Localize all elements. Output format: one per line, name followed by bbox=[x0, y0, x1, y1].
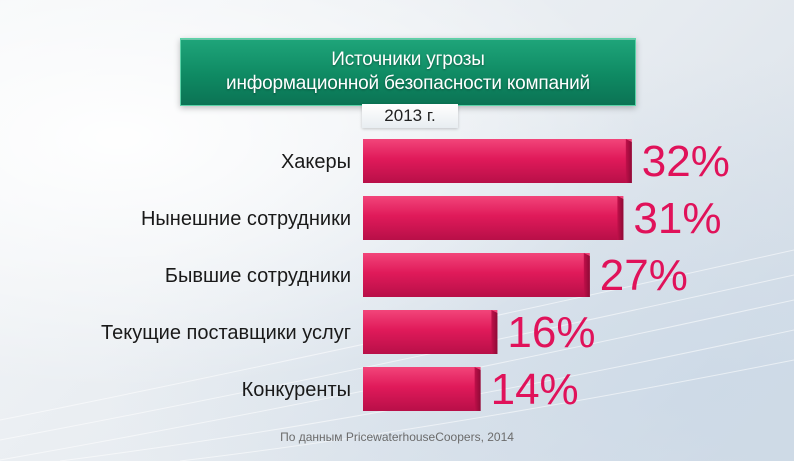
chart-title-line1: Источники угрозы bbox=[331, 49, 485, 70]
bar-3 bbox=[363, 253, 590, 297]
bar-1 bbox=[363, 139, 632, 183]
chart-title-box: Источники угрозы информационной безопасн… bbox=[180, 38, 636, 106]
bar-edge-2 bbox=[617, 196, 624, 240]
category-label-5: Конкуренты bbox=[242, 379, 351, 401]
bar-edge-5 bbox=[474, 367, 481, 411]
bar-5 bbox=[363, 367, 481, 411]
bar-4 bbox=[363, 310, 498, 354]
value-label-4: 16% bbox=[507, 308, 595, 357]
category-label-2: Нынешние сотрудники bbox=[141, 208, 351, 230]
bar-edge-3 bbox=[583, 253, 590, 297]
year-label: 2013 г. bbox=[362, 104, 458, 128]
value-label-1: 32% bbox=[642, 137, 730, 186]
category-label-1: Хакеры bbox=[281, 151, 351, 173]
value-label-2: 31% bbox=[633, 194, 721, 243]
bar-2 bbox=[363, 196, 624, 240]
value-label-5: 14% bbox=[491, 365, 579, 414]
chart-title-line2: информационной безопасности компаний bbox=[226, 73, 590, 94]
category-label-3: Бывшие сотрудники bbox=[165, 265, 351, 287]
bar-edge-1 bbox=[625, 139, 632, 183]
source-note: По данным PricewaterhouseCoopers, 2014 bbox=[280, 430, 514, 444]
bar-edge-4 bbox=[491, 310, 498, 354]
category-label-4: Текущие поставщики услуг bbox=[101, 322, 351, 344]
value-label-3: 27% bbox=[600, 251, 688, 300]
